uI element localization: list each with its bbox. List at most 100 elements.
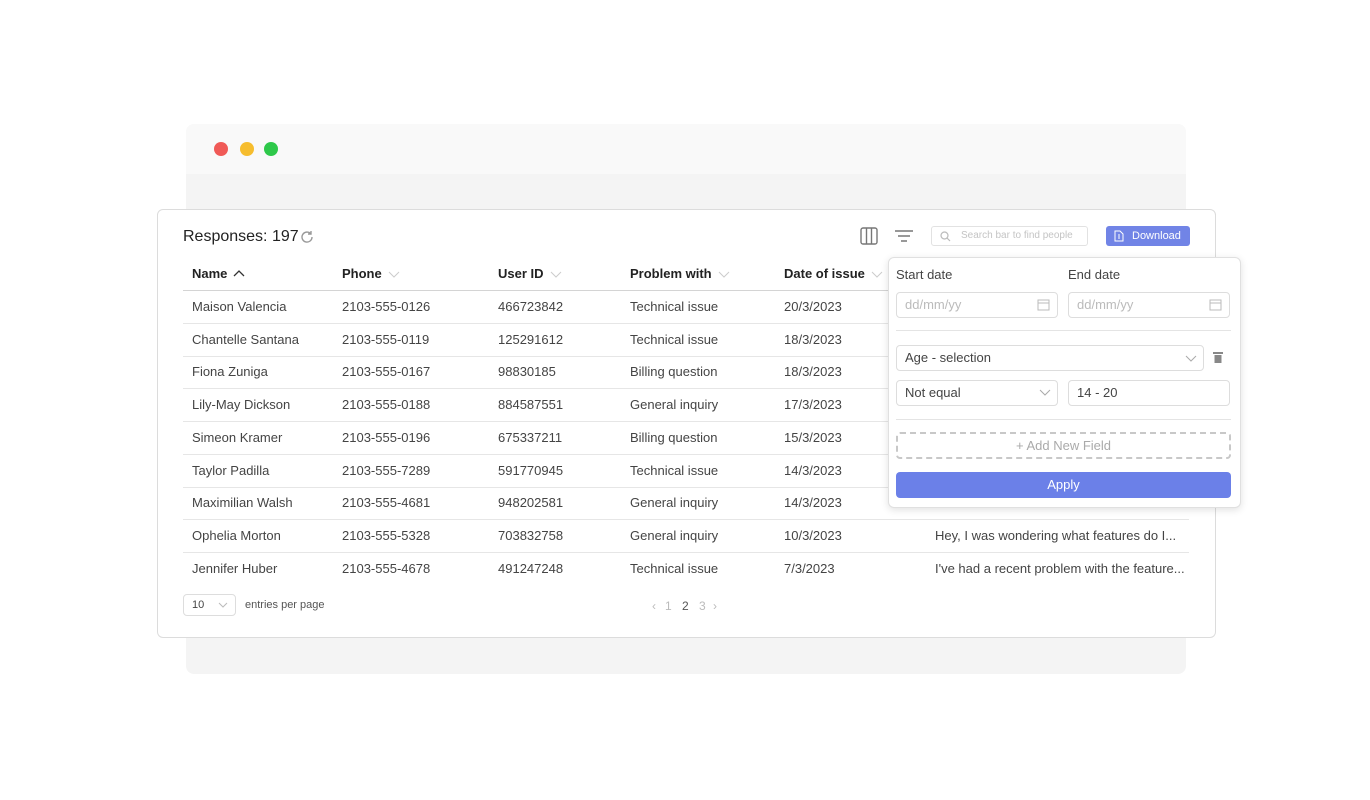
chevron [218,602,228,608]
page-number[interactable]: 1 [665,599,672,613]
table-cell: Billing question [630,429,718,445]
table-cell: 2103-555-0126 [342,299,431,314]
column-header[interactable]: Date of issue [784,266,865,281]
minimize-button[interactable] [240,142,254,156]
sort-icon[interactable] [718,270,730,278]
page-number[interactable]: 2 [682,599,689,613]
maximize-button[interactable] [264,142,278,156]
add-field-button[interactable]: + Add New Field [896,432,1231,459]
sort-icon[interactable] [388,270,400,278]
table-cell: Ophelia Morton [192,527,281,543]
field-select[interactable]: Age - selection [896,345,1204,371]
table-cell: Lily-May Dickson [192,397,291,413]
table-cell: 948202581 [498,495,564,511]
table-cell: 15/3/2023 [784,429,842,445]
table-cell: 14/3/2023 [784,495,842,511]
table-cell: 2103-555-0119 [342,331,430,347]
prev-page[interactable]: ‹ [652,599,656,613]
table-cell: 2103-555-0167 [342,364,431,380]
table-cell: 2103-555-0188 [342,397,431,413]
table-cell: General inquiry [630,397,719,413]
divider [896,330,1231,331]
table-cell: General inquiry [630,495,719,511]
table-cell: Hey, I was wondering what features do I.… [935,527,1177,543]
table-cell: 591770945 [498,462,564,478]
end-date-input[interactable]: dd/mm/yy [1068,292,1230,318]
table-cell: 2103-555-5328 [342,527,431,543]
row-divider [183,551,1189,553]
start-date-label: Start date [896,267,953,282]
table-cell: Fiona Zuniga [192,364,268,380]
calendar-icon [1037,299,1050,311]
table-cell: 14/3/2023 [784,462,842,478]
table-cell: 2103-555-4678 [342,560,431,576]
search-bar[interactable]: Search bar to find people [931,226,1088,246]
table-cell: Jennifer Huber [192,560,278,576]
table-cell: 466723842 [498,299,564,314]
operator-select[interactable]: Not equal [896,380,1058,406]
download-icon [1114,230,1124,242]
table-cell: Technical issue [630,331,719,347]
table-cell: 125291612 [498,331,564,347]
filter-popup [888,257,1241,508]
start-date-input[interactable]: dd/mm/yy [896,292,1058,318]
value-input[interactable]: 14 - 20 [1068,380,1230,406]
table-cell: 18/3/2023 [784,331,842,347]
table-cell: 7/3/2023 [784,560,835,576]
table-cell: Technical issue [630,299,719,314]
close-button[interactable] [214,142,228,156]
delete-icon[interactable] [1213,351,1223,363]
row-divider [183,355,1189,357]
table-cell: General inquiry [630,527,719,543]
table-cell: 18/3/2023 [784,364,842,380]
table-cell: 703832758 [498,527,564,543]
chevron [1039,389,1051,396]
row-divider [183,388,1189,390]
table-cell: Taylor Padilla [192,462,270,478]
browser-toolbar [186,124,1186,174]
column-header[interactable]: Phone [342,266,382,281]
table-cell: 98830185 [498,364,556,380]
page-number[interactable]: 3 [699,599,706,613]
add-field-label: Add New Field [1026,438,1112,453]
column-header[interactable]: Problem with [630,266,712,281]
download-button[interactable]: Download [1106,226,1190,246]
table-cell: Chantelle Santana [192,331,299,347]
sort-icon[interactable] [871,270,883,278]
table-cell: Simeon Kramer [192,429,283,445]
calendar-icon [1209,299,1222,311]
sort-icon[interactable] [550,270,562,278]
plus-icon: + [1015,438,1027,453]
column-header[interactable]: Name [192,266,228,281]
table-cell: 675337211 [498,429,563,445]
page-size-label: entries per page [245,599,325,611]
table-cell: I've had a recent problem with the featu… [935,560,1185,576]
chevron [1185,355,1197,362]
table-cell: 10/3/2023 [784,527,842,543]
sort-ascending-icon[interactable] [233,270,245,278]
table-cell: 2103-555-0196 [342,429,431,445]
next-page[interactable]: › [713,599,717,613]
table-cell: Technical issue [630,462,719,478]
table-cell: 2103-555-4681 [342,495,431,511]
refresh-icon[interactable] [299,229,315,245]
divider [896,419,1231,420]
row-divider [183,421,1189,423]
header-divider [183,290,1189,291]
page-size-select[interactable]: 10 [183,594,236,616]
table-cell: 20/3/2023 [784,299,842,314]
end-date-label: End date [1068,267,1121,282]
table-cell: 2103-555-7289 [342,462,431,478]
apply-button[interactable]: Apply [896,472,1231,498]
filter-icon[interactable] [894,227,914,245]
table-cell: 884587551 [498,397,564,413]
row-divider [183,486,1189,488]
title: Responses: 197 [183,228,299,245]
table-cell: 491247248 [498,560,564,576]
row-divider [183,519,1189,521]
table-cell: Maximilian Walsh [192,495,293,511]
columns-icon[interactable] [859,226,879,246]
column-header[interactable]: User ID [498,266,544,281]
table-cell: Technical issue [630,560,719,576]
